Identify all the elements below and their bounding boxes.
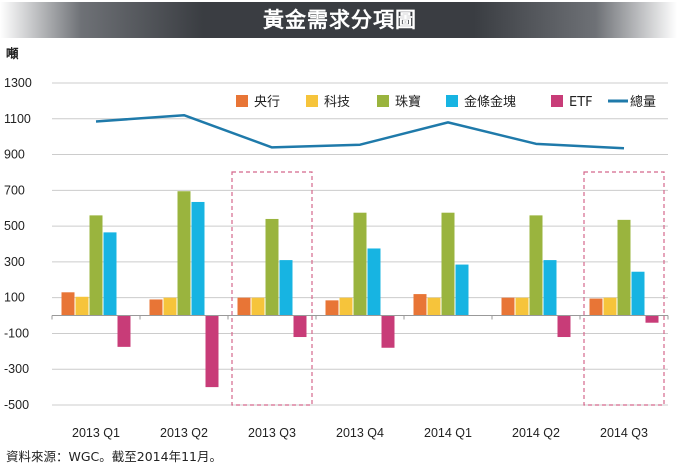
bar-technology bbox=[339, 297, 353, 316]
bar-bar_investment bbox=[543, 260, 557, 316]
bar-central_bank bbox=[501, 297, 515, 316]
legend-swatch-bar_investment bbox=[446, 95, 458, 107]
bar-etf bbox=[645, 315, 659, 323]
title-banner: 黃金需求分項圖 bbox=[0, 0, 677, 40]
bar-jewelry bbox=[353, 212, 367, 316]
legend-label-central_bank: 央行 bbox=[254, 95, 280, 110]
y-tick-label: 100 bbox=[4, 291, 25, 305]
bars bbox=[61, 191, 659, 388]
gold-demand-chart: 1300 1100 900 700 500 300 100 -100 -300 -500 噸 2013… bbox=[4, 46, 669, 440]
bar-bar_investment bbox=[279, 260, 293, 316]
bar-etf bbox=[381, 315, 395, 348]
y-tick-label: -300 bbox=[4, 362, 29, 376]
y-axis-label: 噸 bbox=[6, 46, 19, 61]
bar-central_bank bbox=[413, 294, 427, 316]
bar-jewelry bbox=[177, 191, 191, 316]
legend: 央行 科技 珠寶 金條金塊 ETF 總量 bbox=[218, 86, 668, 116]
x-tick-label: 2014 Q2 bbox=[512, 426, 560, 440]
highlight-box bbox=[583, 171, 665, 406]
legend-label-total: 總量 bbox=[630, 94, 656, 110]
y-tick-label: 1100 bbox=[4, 112, 31, 126]
legend-swatch-jewelry bbox=[377, 95, 389, 107]
y-tick-label: 700 bbox=[4, 183, 25, 197]
bar-central_bank bbox=[61, 292, 75, 316]
bar-bar_investment bbox=[103, 232, 117, 316]
title-banner-background bbox=[0, 2, 677, 38]
bar-technology bbox=[603, 297, 617, 316]
x-tick-label: 2013 Q1 bbox=[72, 426, 120, 440]
bar-bar_investment bbox=[367, 248, 381, 316]
bar-technology bbox=[427, 297, 441, 316]
y-tick-label: 1300 bbox=[4, 76, 32, 90]
legend-label-jewelry: 珠寶 bbox=[395, 94, 421, 110]
bar-etf bbox=[117, 315, 131, 347]
bar-central_bank bbox=[325, 300, 339, 316]
bar-bar_investment bbox=[191, 201, 205, 316]
y-tick-label: 900 bbox=[4, 148, 25, 162]
legend-label-bar_investment: 金條金塊 bbox=[464, 94, 516, 110]
bar-etf bbox=[205, 315, 219, 388]
bar-bar_investment bbox=[631, 271, 645, 316]
x-tick-label: 2014 Q1 bbox=[424, 426, 472, 440]
bar-jewelry bbox=[617, 219, 631, 316]
bar-jewelry bbox=[441, 212, 455, 316]
axes: 1300 1100 900 700 500 300 100 -100 -300 -500 噸 2013… bbox=[4, 46, 669, 440]
chart-title: 黃金需求分項圖 bbox=[263, 8, 417, 32]
bar-jewelry bbox=[265, 218, 279, 316]
legend-swatch-technology bbox=[306, 95, 318, 107]
bar-central_bank bbox=[149, 299, 163, 316]
y-tick-label: 500 bbox=[4, 219, 25, 233]
total-line-layer bbox=[95, 113, 625, 150]
source-note: 資料來源：WGC。截至2014年11月。 bbox=[6, 449, 222, 464]
x-tick-label: 2014 Q3 bbox=[600, 426, 648, 440]
x-tick-label: 2013 Q3 bbox=[248, 426, 296, 440]
y-tick-label: 300 bbox=[4, 255, 25, 269]
bar-technology bbox=[163, 297, 177, 316]
legend-label-etf: ETF bbox=[569, 95, 593, 110]
bar-central_bank bbox=[237, 297, 251, 316]
bar-etf bbox=[557, 315, 571, 338]
highlight-box bbox=[231, 171, 313, 406]
bar-central_bank bbox=[589, 298, 603, 316]
y-tick-label: -100 bbox=[4, 326, 29, 340]
bar-technology bbox=[75, 296, 89, 316]
x-tick-label: 2013 Q2 bbox=[160, 426, 208, 440]
y-tick-label: -500 bbox=[4, 398, 29, 412]
legend-label-technology: 科技 bbox=[324, 95, 350, 110]
legend-background bbox=[218, 86, 668, 116]
total-line bbox=[95, 113, 625, 150]
highlight-boxes bbox=[231, 171, 665, 406]
bar-bar_investment bbox=[455, 264, 469, 316]
x-tick-label: 2013 Q4 bbox=[336, 426, 384, 440]
bar-jewelry bbox=[529, 215, 543, 316]
legend-swatch-etf bbox=[551, 95, 563, 107]
legend-swatch-central_bank bbox=[236, 95, 248, 107]
bar-etf bbox=[293, 315, 307, 338]
bar-technology bbox=[251, 297, 265, 316]
bar-jewelry bbox=[89, 215, 103, 316]
bar-technology bbox=[515, 297, 529, 316]
